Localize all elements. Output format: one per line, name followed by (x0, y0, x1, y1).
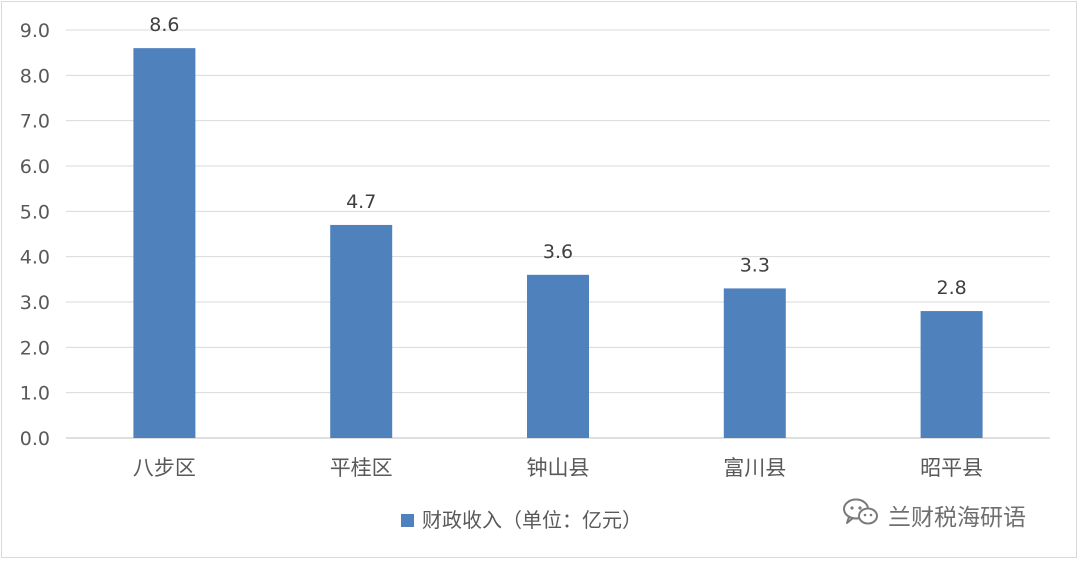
y-tick-label: 3.0 (20, 292, 50, 314)
legend-label: 财政收入（单位：亿元） (422, 508, 642, 532)
wechat-icon (842, 497, 880, 533)
data-label: 3.6 (543, 241, 573, 263)
y-tick-label: 1.0 (20, 383, 50, 405)
y-tick-label: 5.0 (20, 201, 50, 223)
y-tick-label: 8.0 (20, 65, 50, 87)
legend-swatch (401, 514, 414, 527)
x-tick-label: 钟山县 (527, 456, 590, 480)
bars (133, 48, 983, 439)
data-label: 8.6 (149, 14, 179, 36)
watermark: 兰财税海研语 (842, 497, 1026, 533)
y-tick-label: 2.0 (20, 337, 50, 359)
data-label: 2.8 (936, 277, 966, 299)
y-tick-label: 4.0 (20, 247, 50, 269)
data-labels: 8.6 4.7 3.6 3.3 2.8 (149, 14, 966, 299)
bar (723, 288, 786, 438)
data-label: 4.7 (346, 191, 376, 213)
bar (527, 274, 589, 438)
bar (920, 311, 983, 438)
bar (133, 48, 196, 439)
y-axis-ticks: 0.0 1.0 2.0 3.0 4.0 5.0 6.0 7.0 8.0 9.0 (20, 20, 50, 450)
bar (330, 224, 393, 438)
x-axis-ticks: 八步区 平桂区 钟山县 富川县 昭平县 (133, 456, 983, 480)
x-tick-label: 八步区 (133, 456, 196, 480)
x-tick-label: 平桂区 (330, 456, 393, 480)
legend: 财政收入（单位：亿元） (401, 508, 642, 532)
watermark-text: 兰财税海研语 (888, 505, 1026, 531)
y-tick-label: 0.0 (20, 428, 50, 450)
x-tick-label: 富川县 (723, 456, 786, 480)
y-tick-label: 7.0 (20, 111, 50, 133)
x-tick-label: 昭平县 (920, 456, 983, 480)
y-tick-label: 6.0 (20, 156, 50, 178)
gridlines (66, 29, 1050, 439)
y-tick-label: 9.0 (20, 20, 50, 42)
data-label: 3.3 (740, 254, 770, 276)
